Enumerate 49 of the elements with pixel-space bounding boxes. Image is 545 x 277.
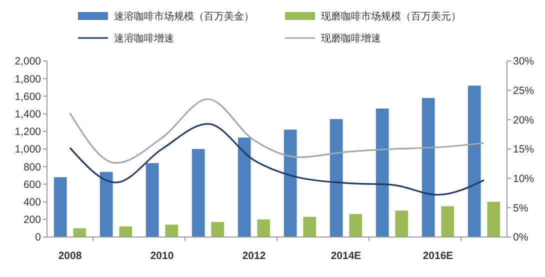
bar [376, 108, 389, 237]
y-tick-label: 1,000 [14, 144, 42, 156]
bar [100, 172, 113, 237]
bar [487, 202, 500, 237]
x-tick-label: 2014E [330, 250, 362, 262]
legend-label: 速溶咖啡市场规模（百万美金） [114, 10, 254, 22]
y-tick-label: 2,000 [14, 56, 42, 68]
y-tick-label: 600 [23, 178, 42, 191]
legend-label: 现磨咖啡增速 [321, 32, 381, 44]
bar [395, 210, 408, 237]
bar [303, 216, 316, 237]
y2-tick-label: 25% [513, 85, 534, 98]
x-tick-label: 2010 [150, 250, 174, 262]
bar [165, 224, 178, 237]
bar [284, 130, 297, 237]
x-tick-label: 2012 [242, 250, 266, 262]
bar [422, 98, 435, 237]
bar [330, 119, 343, 237]
y-tick-label: 1,800 [14, 73, 42, 86]
bar [257, 219, 270, 237]
y2-tick-label: 0% [513, 232, 528, 244]
y2-tick-label: 5% [513, 202, 528, 214]
y2-tick-label: 30% [513, 56, 534, 68]
y2-tick-label: 15% [513, 144, 534, 156]
x-tick-label: 2016E [422, 250, 454, 262]
y-tick-label: 1,400 [14, 108, 42, 120]
y-tick-label: 400 [23, 196, 42, 208]
y-tick-label: 200 [23, 214, 42, 226]
bar [211, 222, 224, 237]
y-tick-label: 800 [23, 161, 42, 174]
y-tick-label: 0 [35, 232, 42, 244]
legend-label: 现磨咖啡市场规模（百万美元） [321, 10, 461, 22]
y2-tick-label: 20% [513, 114, 534, 126]
bar [238, 138, 251, 237]
line-series [69, 122, 485, 196]
line-series [69, 98, 485, 164]
y2-tick-label: 10% [513, 173, 534, 186]
bar [146, 163, 159, 237]
bar [119, 226, 132, 237]
bar [73, 228, 86, 237]
y-tick-label: 1,200 [14, 126, 42, 138]
x-tick-label: 2008 [58, 250, 82, 262]
legend-label: 速溶咖啡增速 [114, 32, 174, 44]
y-tick-label: 1,600 [14, 90, 42, 103]
bar [54, 177, 67, 237]
bar [441, 206, 454, 237]
bar [349, 214, 362, 237]
bar [192, 149, 205, 237]
bar [468, 86, 481, 237]
